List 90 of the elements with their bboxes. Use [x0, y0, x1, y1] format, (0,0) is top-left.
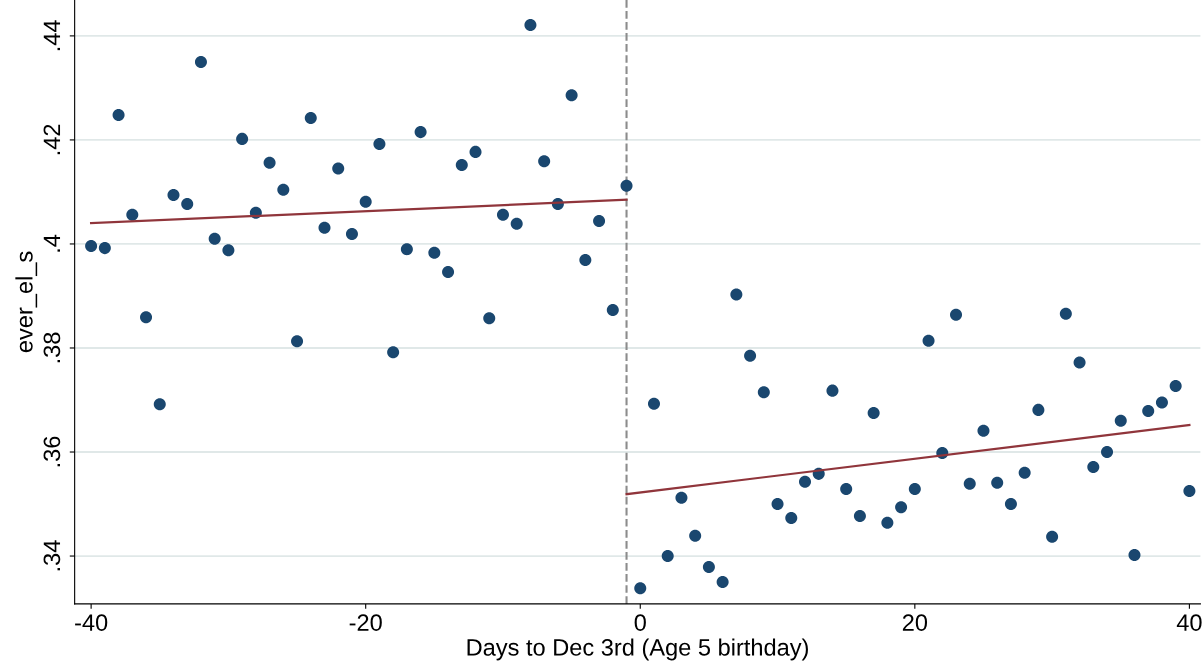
y-axis-title: ever_el_s — [15, 251, 38, 353]
point — [1155, 396, 1168, 409]
point — [606, 304, 619, 317]
point — [277, 183, 290, 196]
point — [1101, 446, 1114, 459]
point — [565, 89, 578, 102]
point — [908, 482, 921, 495]
point — [236, 132, 249, 145]
point — [798, 475, 812, 488]
point — [1142, 404, 1155, 417]
point — [826, 384, 839, 397]
point — [1059, 307, 1072, 320]
x-tick-label: -40 — [75, 614, 108, 631]
point — [181, 197, 194, 210]
point — [702, 560, 715, 573]
point — [1128, 548, 1141, 562]
point — [853, 509, 866, 523]
point — [387, 346, 400, 359]
point — [1087, 461, 1100, 474]
point — [675, 491, 688, 504]
point — [1169, 379, 1182, 392]
point — [208, 232, 221, 245]
point — [414, 126, 427, 139]
point — [661, 550, 674, 563]
point — [593, 215, 606, 228]
point — [496, 208, 509, 221]
point — [359, 195, 372, 208]
point — [647, 397, 661, 410]
point — [112, 108, 125, 121]
point — [524, 18, 537, 31]
point — [1114, 414, 1127, 427]
point — [469, 145, 482, 158]
point — [744, 349, 757, 362]
point — [991, 476, 1004, 489]
x-tick-label: 20 — [902, 614, 928, 631]
point — [222, 244, 235, 257]
point — [483, 312, 496, 325]
point — [373, 138, 386, 151]
point — [922, 334, 935, 347]
point — [345, 228, 358, 241]
point — [428, 246, 441, 259]
point — [442, 266, 455, 279]
point — [840, 482, 853, 495]
y-tick-label: .34 — [43, 540, 61, 571]
point — [579, 254, 592, 267]
y-tick-label: .38 — [43, 332, 61, 363]
point — [1004, 498, 1017, 511]
point — [1046, 530, 1059, 543]
point — [963, 477, 976, 490]
x-axis-title: Days to Dec 3rd (Age 5 birthday) — [467, 638, 808, 661]
x-tick-label: 0 — [634, 614, 646, 631]
point — [1183, 485, 1196, 498]
point — [1018, 466, 1031, 479]
point — [689, 529, 702, 542]
y-tick-label: .44 — [43, 20, 61, 51]
point — [785, 512, 798, 525]
point — [757, 386, 770, 399]
point — [167, 189, 180, 202]
point — [977, 424, 990, 437]
point — [332, 162, 345, 175]
point — [126, 208, 139, 221]
point — [771, 498, 784, 511]
point — [867, 406, 880, 420]
point — [1032, 403, 1045, 416]
x-tick-label: 40 — [1176, 614, 1202, 631]
point — [304, 112, 317, 125]
point — [620, 179, 633, 192]
point — [140, 311, 153, 324]
point — [455, 158, 468, 171]
x-tick-label: -20 — [349, 614, 382, 631]
point — [98, 242, 111, 255]
point — [194, 55, 207, 68]
point — [291, 335, 304, 348]
point — [85, 240, 98, 253]
y-tick-label: .36 — [43, 436, 61, 467]
point — [538, 155, 551, 168]
point — [895, 501, 908, 514]
point — [634, 582, 647, 595]
point — [881, 516, 894, 529]
point — [730, 288, 743, 301]
point — [510, 217, 523, 230]
y-tick-label: .4 — [43, 234, 61, 252]
point — [153, 398, 166, 411]
y-tick-label: .42 — [43, 124, 61, 155]
point — [716, 576, 729, 589]
point — [263, 156, 276, 169]
point — [950, 308, 963, 321]
point — [1073, 356, 1086, 369]
point — [400, 243, 413, 256]
point — [318, 221, 331, 234]
